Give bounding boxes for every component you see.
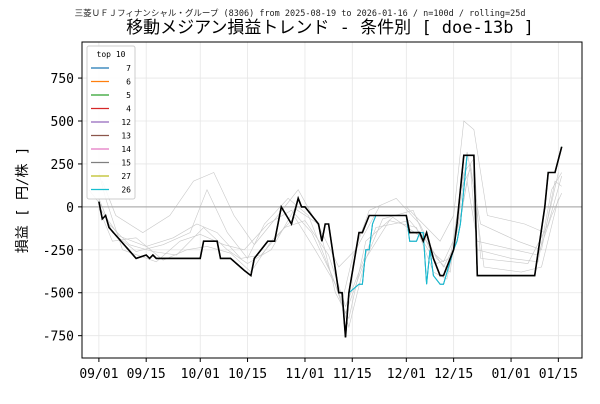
y-tick-label: 750 [51,72,74,87]
x-tick-label: 10/01 [181,367,220,382]
chart-suptitle: 三菱ＵＦＪフィナンシャル・グループ (8306) from 2025-08-19… [75,8,526,19]
y-tick-label: 500 [51,115,74,130]
background-line [102,120,559,268]
x-tick-label: 01/01 [491,367,530,382]
y-axis-label: 損益 [ 円/株 ] [15,147,31,254]
y-tick-label: 0 [66,201,74,216]
x-tick-label: 09/15 [127,367,166,382]
series-lines [98,146,563,338]
legend-label-12: 12 [121,118,131,127]
x-tick-label: 11/15 [333,367,372,382]
y-tick-label: -500 [43,287,74,302]
legend-label-6: 6 [126,78,131,87]
legend-box [86,45,136,200]
x-tick-label: 12/15 [434,367,473,382]
legend-title: top 10 [97,50,126,59]
background-line [98,151,562,315]
plot-area [81,41,583,359]
legend-label-5: 5 [126,91,131,100]
y-axis-ticks: -750 -500 -250 0 250 500 750 [43,72,82,345]
legend: top 10 7 6 5 4 12 13 14 15 27 26 [86,45,136,200]
legend-label-14: 14 [121,145,131,154]
legend-label-7: 7 [126,64,131,73]
x-tick-label: 11/01 [285,367,324,382]
legend-label-4: 4 [126,105,131,114]
x-tick-label: 12/01 [387,367,426,382]
y-tick-label: 250 [51,158,74,173]
legend-label-13: 13 [121,132,131,141]
legend-label-27: 27 [121,172,131,181]
legend-items: 7 6 5 4 12 13 14 15 27 26 [91,64,131,195]
y-tick-label: -750 [43,330,74,345]
x-tick-label: 10/15 [228,367,267,382]
x-tick-label: 01/15 [539,367,578,382]
chart-title: 移動メジアン損益トレンド - 条件別 [ doe-13b ] [126,18,534,38]
x-tick-label: 09/01 [79,367,118,382]
y-tick-label: -250 [43,244,74,259]
legend-label-15: 15 [121,159,131,168]
x-axis-ticks: 09/01 09/15 10/01 10/15 11/01 11/15 12/01 12/15… [79,358,578,382]
grid-lines [82,42,582,358]
legend-label-26: 26 [121,186,131,195]
median-line [98,146,563,338]
